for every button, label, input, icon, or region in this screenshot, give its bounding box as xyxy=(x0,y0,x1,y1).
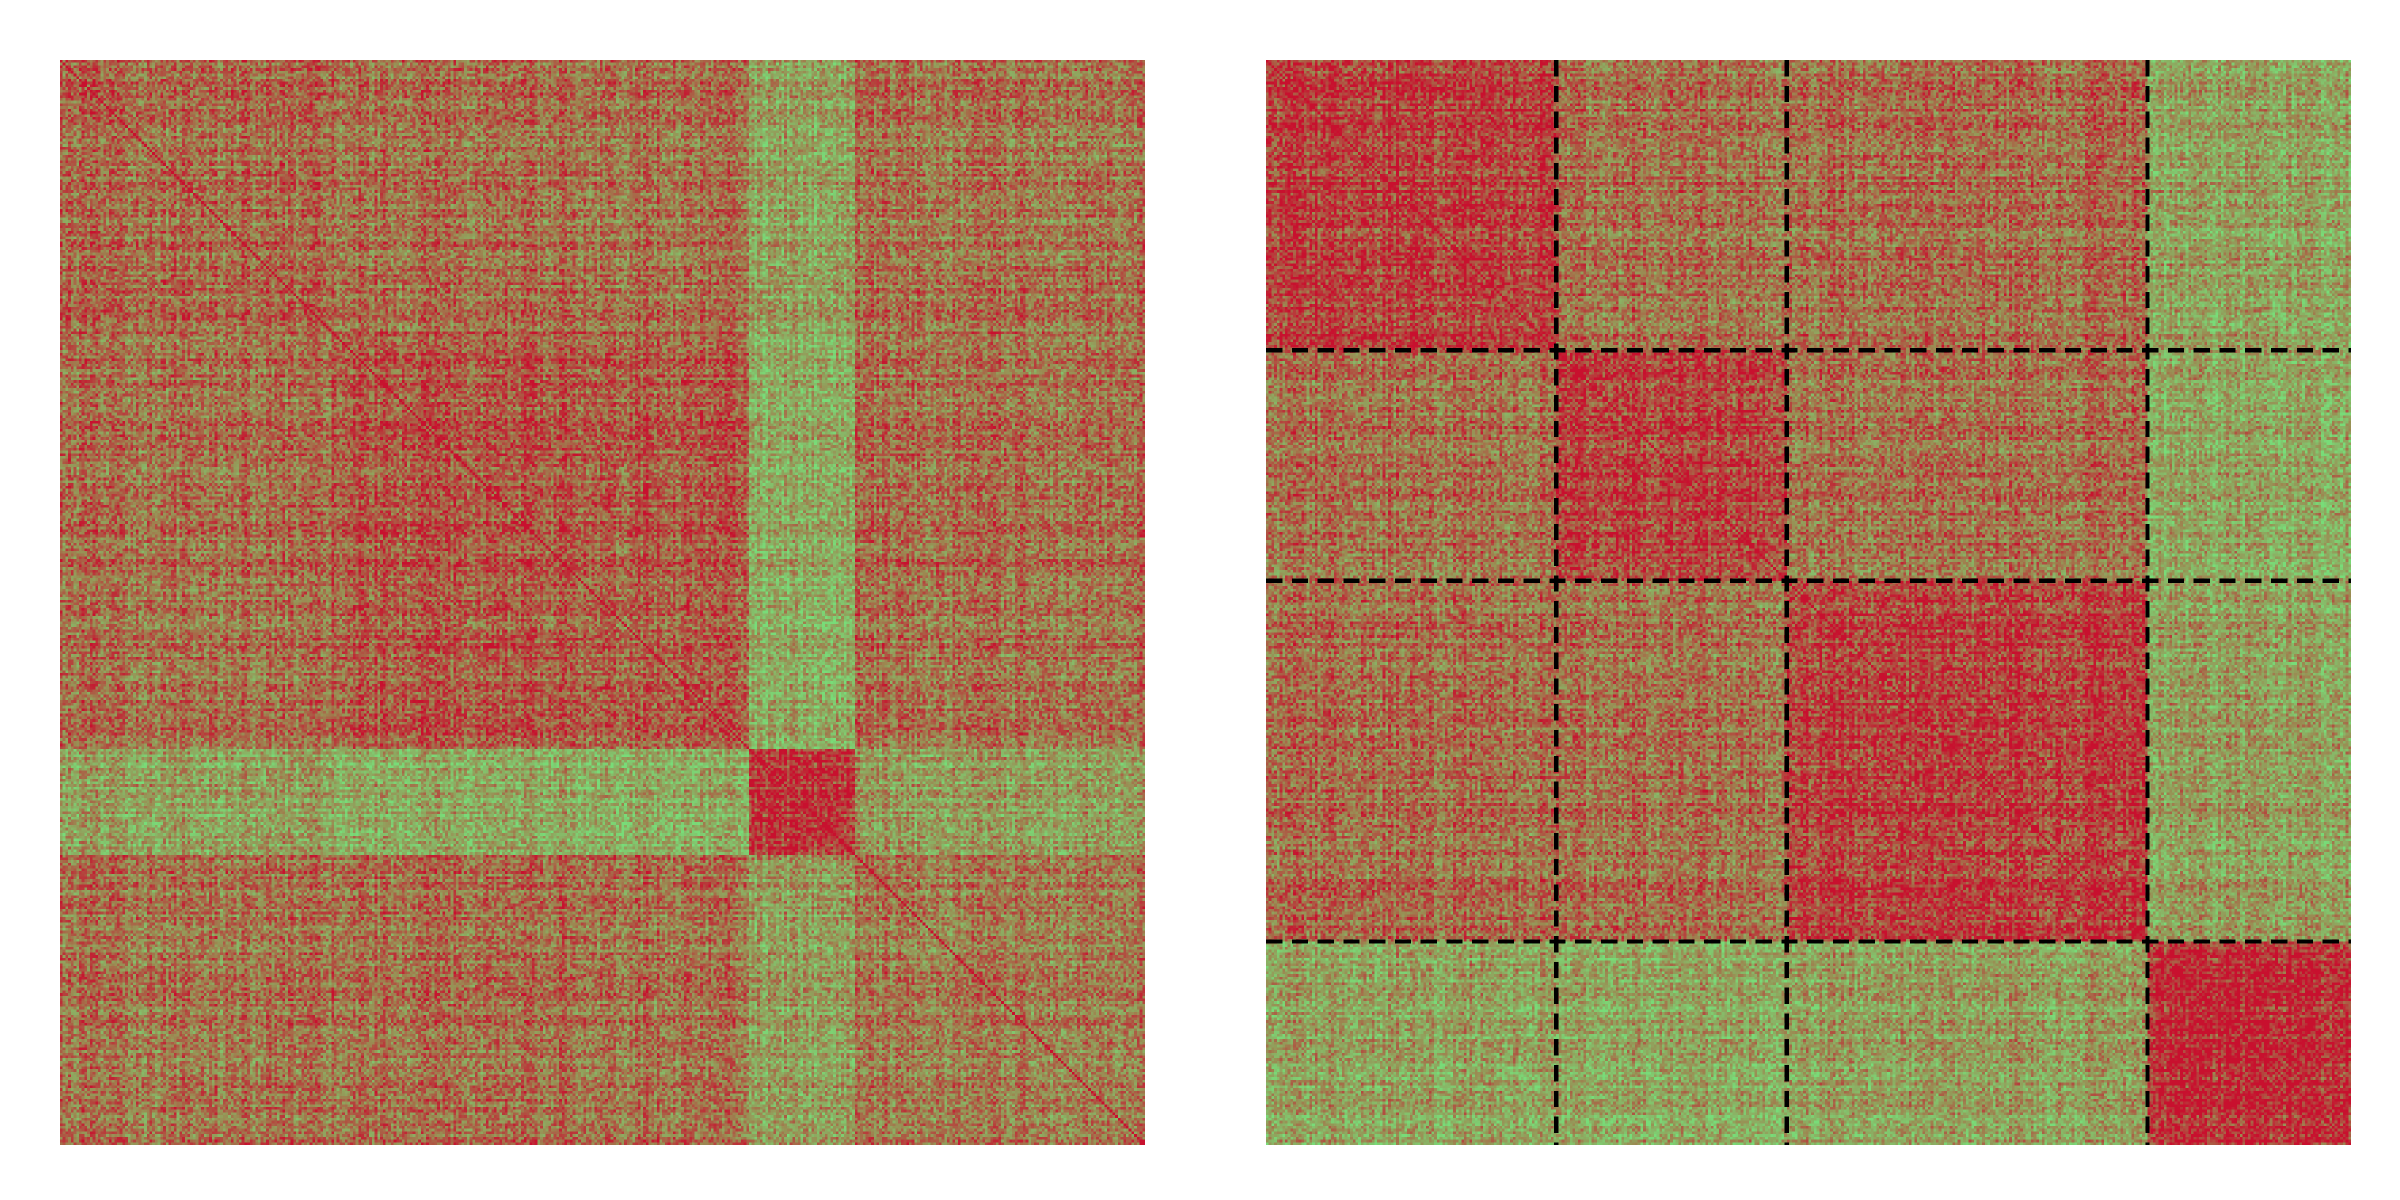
heatmap-panel-unsorted xyxy=(60,60,1145,1145)
heatmap-cells xyxy=(1266,60,2351,1145)
heatmap-panel-grouped xyxy=(1266,60,2351,1145)
heatmap-unsorted-svg xyxy=(60,60,1145,1145)
heatmap-grouped-svg xyxy=(1266,60,2351,1145)
heatmap-cells xyxy=(60,60,1145,1145)
